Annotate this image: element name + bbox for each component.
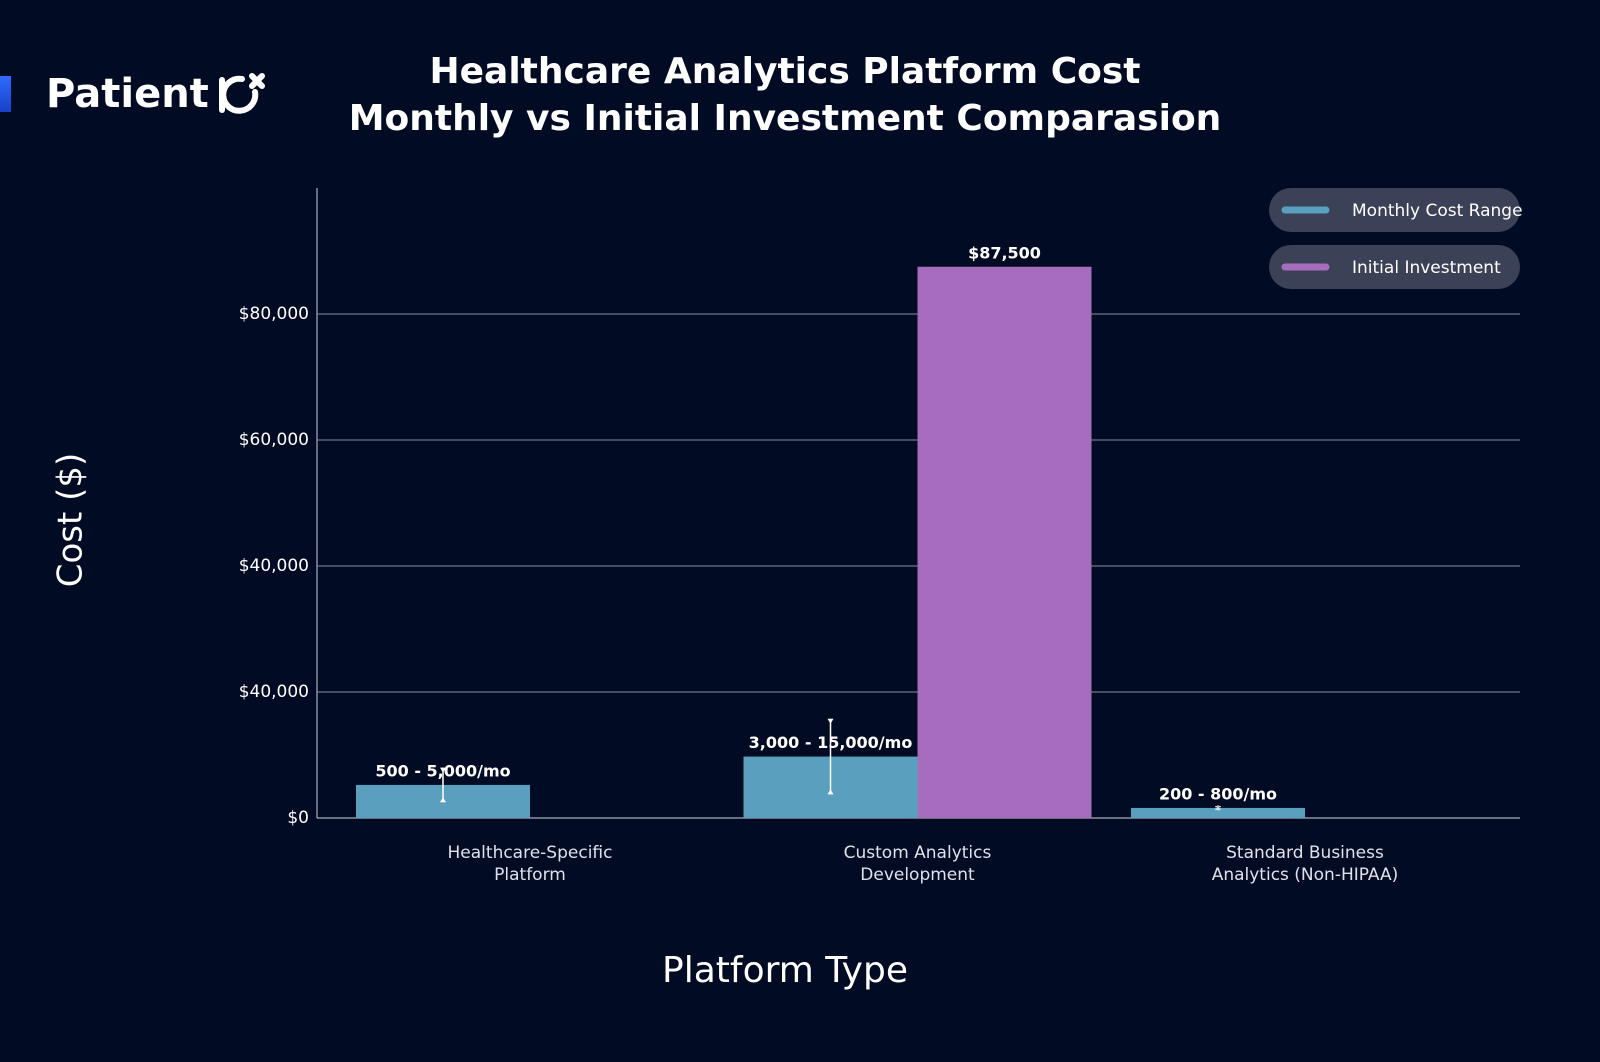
- value-label: 200 - 800/mo: [1159, 784, 1277, 803]
- x-tick-label: Standard Business Analytics (Non-HIPAA): [1211, 843, 1399, 885]
- chart-title: Healthcare Analytics Platform Cost Month…: [348, 51, 1222, 139]
- bar: [917, 266, 1092, 818]
- bar: [1131, 807, 1305, 818]
- error-cap: [1215, 804, 1221, 812]
- y-tick-label: $60,000: [239, 430, 309, 450]
- y-tick-label: $0: [287, 808, 309, 828]
- x-axis-title: Platform Type: [662, 950, 908, 991]
- value-label: $87,500: [968, 243, 1041, 262]
- legend-label: Initial Investment: [1352, 258, 1501, 278]
- y-tick-label: $80,000: [239, 304, 309, 324]
- brand: Patient: [46, 71, 209, 117]
- y-tick-label: $40,000: [239, 556, 309, 576]
- logo-icon: [219, 73, 265, 114]
- logo-bar: [0, 76, 11, 112]
- x-tick-label: Healthcare-Specific Platform: [447, 843, 613, 885]
- value-label: 3,000 - 15,000/mo: [749, 733, 913, 752]
- value-label: 500 - 5,000/mo: [375, 761, 510, 780]
- legend-label: Monthly Cost Range: [1352, 201, 1523, 221]
- y-axis-title: Cost ($): [51, 453, 91, 588]
- x-tick-label: Custom Analytics Development: [843, 843, 992, 885]
- y-tick-label: $40,000: [239, 682, 309, 702]
- legend-box: [1269, 245, 1520, 289]
- legend-box: [1269, 188, 1520, 232]
